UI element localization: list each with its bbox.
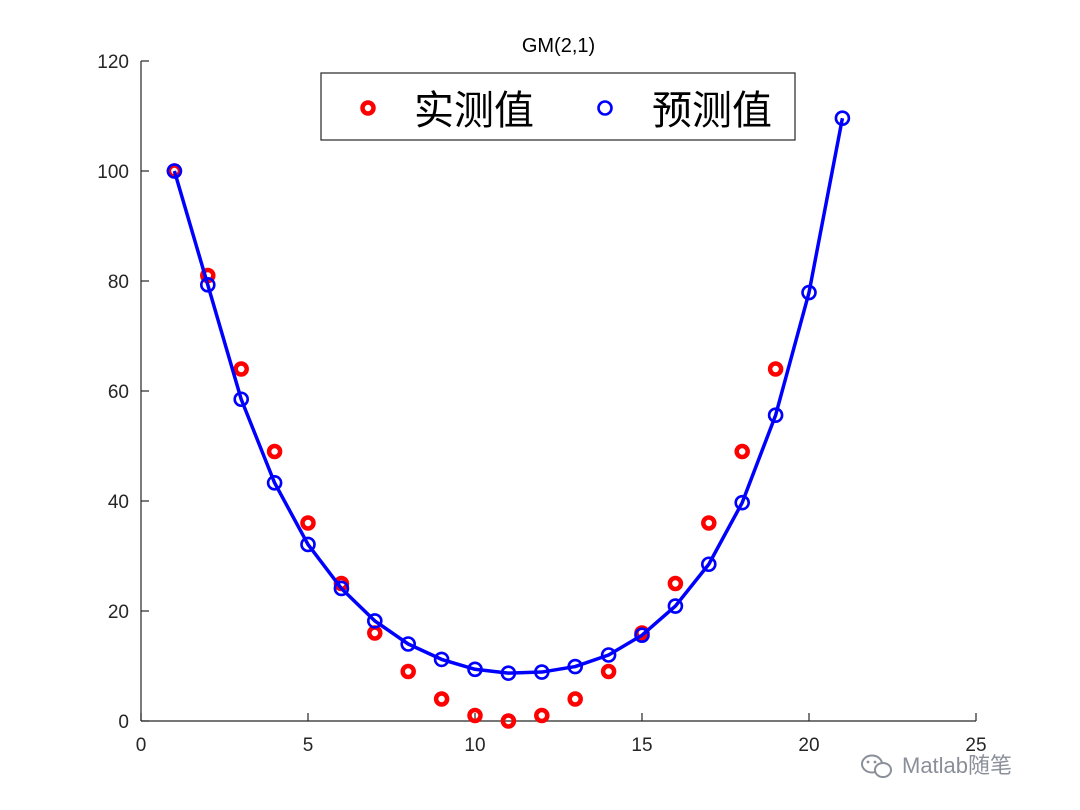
y-tick-label: 80 [108,272,129,293]
data-point [767,407,784,424]
data-point [333,580,350,597]
data-point [701,515,717,531]
data-point [266,475,283,491]
wechat-icon [861,754,892,778]
data-point [834,110,851,126]
data-point [734,443,750,460]
data-point [467,661,483,678]
y-tick-label: 0 [118,712,129,733]
x-tick-label: 25 [965,735,986,756]
data-point [634,627,650,644]
data-point [500,665,517,681]
data-point [433,651,450,668]
data-point [400,663,416,680]
legend-label: 实测值 [414,88,534,134]
x-tick-label: 10 [464,735,485,756]
data-point [567,658,584,675]
data-point [600,663,617,680]
legend-box [320,72,796,141]
data-point [400,636,417,652]
x-tick-label: 15 [631,735,652,756]
series-2 [166,110,851,681]
chart-title: GM(2,1) [522,35,595,57]
y-tick-label: 100 [97,162,129,183]
watermark-text: Matlab随笔 [902,753,1012,778]
series-line [172,117,845,675]
data-point [200,277,216,293]
data-point [500,713,517,729]
plot-area [166,110,851,729]
data-point [734,494,751,511]
data-point [567,691,583,707]
data-point [767,361,784,377]
data-point [300,515,316,531]
legend-marker [360,100,376,116]
y-tick-label: 20 [108,602,129,623]
data-point [534,707,550,724]
data-point [433,691,450,707]
data-point [300,536,316,553]
legend: 实测值 预测值 [320,72,796,141]
data-point [233,361,249,377]
y-tick-label: 120 [97,52,129,73]
data-point [467,707,483,724]
legend-marker [597,100,613,116]
data-point [266,443,283,460]
data-point [667,575,684,592]
data-point [600,647,617,663]
data-point [166,163,183,179]
data-point [667,598,684,614]
data-point [801,284,817,301]
axes: 0 5 10 15 20 25 0 20 40 60 80 100 120 [97,52,986,756]
data-point [533,664,550,680]
data-point [366,613,383,629]
x-tick-label: 5 [303,735,314,756]
legend-label: 预测值 [652,88,772,134]
y-tick-label: 60 [108,382,129,403]
y-tick-label: 40 [108,492,129,513]
data-point [367,625,383,641]
watermark: Matlab随笔 [861,753,1012,778]
x-tick-label: 20 [798,735,819,756]
x-tick-label: 0 [136,735,147,756]
data-point [233,391,249,408]
data-point [700,556,717,573]
